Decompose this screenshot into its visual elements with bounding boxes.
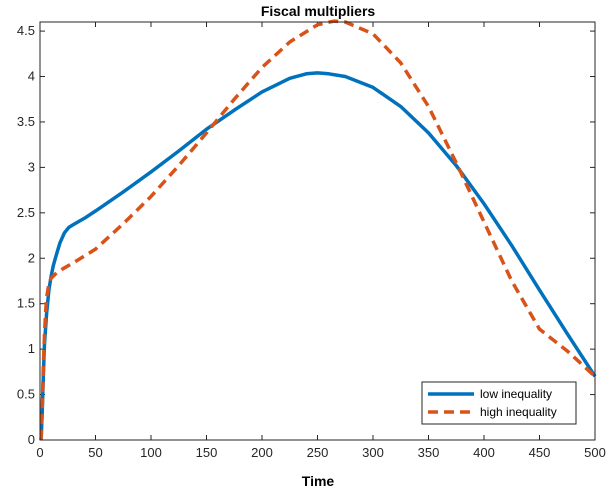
y-tick-label: 2 [28, 250, 35, 265]
plot-frame [39, 21, 596, 441]
y-tick-label: 0.5 [17, 387, 35, 402]
y-tick-label: 1 [28, 341, 35, 356]
y-tick-label: 4.5 [17, 23, 35, 38]
x-tick-label: 100 [140, 445, 162, 460]
legend-label: high inequality [480, 405, 557, 419]
x-axis-label: Time [302, 473, 335, 489]
x-tick-label: 300 [362, 445, 384, 460]
y-tick-label: 3.5 [17, 114, 35, 129]
y-tick-label: 3 [28, 159, 35, 174]
series-layer [39, 19, 597, 441]
chart-title: Fiscal multipliers [261, 3, 376, 19]
y-tick-label: 1.5 [17, 296, 35, 311]
y-tick-label: 4 [28, 69, 35, 84]
x-tick-label: 150 [196, 445, 218, 460]
x-tick-label: 400 [473, 445, 495, 460]
series-line-high-inequality [39, 19, 597, 441]
y-tick-label: 0 [28, 432, 35, 447]
x-tick-label: 0 [36, 445, 43, 460]
y-tick-label: 2.5 [17, 205, 35, 220]
series-line-low-inequality [39, 71, 597, 441]
x-tick-label: 200 [251, 445, 273, 460]
x-tick-label: 50 [88, 445, 102, 460]
x-tick-label: 250 [307, 445, 329, 460]
x-axis-ticks: 0 50 100 150 200 250 300 350 400 450 500 [36, 22, 606, 460]
x-tick-label: 350 [418, 445, 440, 460]
x-tick-label: 500 [584, 445, 606, 460]
y-axis-ticks: 0 0.5 1 1.5 2 2.5 3 3.5 4 4.5 [17, 23, 595, 447]
legend-box [421, 381, 577, 425]
x-tick-label: 450 [529, 445, 551, 460]
legend-label: low inequality [480, 387, 552, 401]
legend: low inequality high inequality [421, 381, 577, 425]
